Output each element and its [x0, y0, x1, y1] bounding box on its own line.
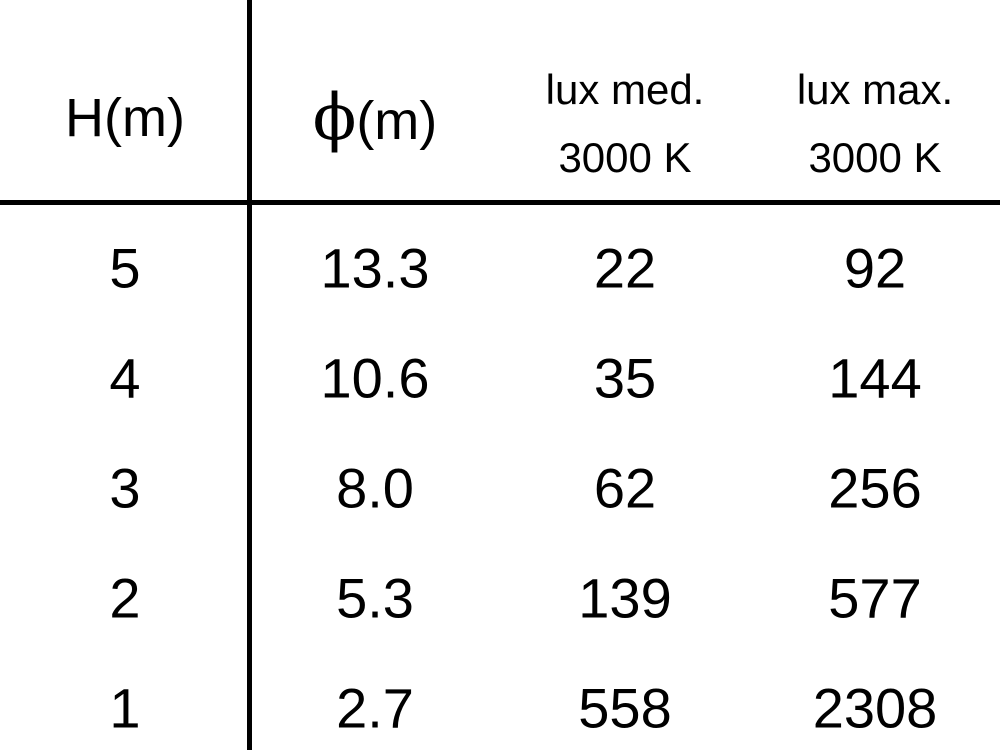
table-cell: 144: [828, 346, 922, 410]
table-cell: 92: [843, 236, 907, 300]
table-cell: 558: [578, 676, 672, 740]
table-cell: 2: [109, 566, 141, 630]
table-cell: 1: [109, 676, 141, 740]
table-cell: 35: [593, 346, 657, 410]
table-cell: 3: [109, 456, 141, 520]
table-cell: 5.3: [336, 566, 414, 630]
table-cell: 139: [578, 566, 672, 630]
header-lux-max: lux max. 3000 K: [796, 66, 954, 181]
table-cell: 22: [593, 236, 657, 300]
table-cell: 577: [828, 566, 922, 630]
header-divider: [0, 200, 1000, 205]
table-cell: 62: [593, 456, 657, 520]
table-cell: 5: [109, 236, 141, 300]
header-lux-med: lux med. 3000 K: [545, 66, 705, 181]
table-cell: 2308: [812, 676, 938, 740]
table-cell: 13.3: [320, 236, 430, 300]
column-divider: [247, 0, 252, 750]
table-cell: 2.7: [336, 676, 414, 740]
table-cell: 10.6: [320, 346, 430, 410]
header-diameter: ϕ(m): [312, 81, 438, 155]
table-cell: 8.0: [336, 456, 414, 520]
header-height: H(m): [65, 88, 185, 148]
table-cell: 4: [109, 346, 141, 410]
table-cell: 256: [828, 456, 922, 520]
phi-symbol: ϕ: [312, 81, 357, 155]
